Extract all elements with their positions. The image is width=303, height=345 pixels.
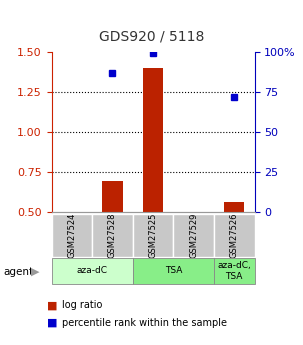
FancyBboxPatch shape bbox=[52, 258, 133, 284]
Text: GSM27524: GSM27524 bbox=[67, 213, 76, 258]
Text: GDS920 / 5118: GDS920 / 5118 bbox=[99, 29, 204, 43]
FancyBboxPatch shape bbox=[214, 258, 255, 284]
Text: aza-dC,
TSA: aza-dC, TSA bbox=[217, 261, 251, 280]
Text: TSA: TSA bbox=[165, 266, 182, 275]
FancyBboxPatch shape bbox=[133, 258, 214, 284]
Text: agent: agent bbox=[3, 267, 33, 277]
FancyBboxPatch shape bbox=[214, 214, 255, 257]
Bar bbox=[143, 68, 163, 212]
Text: ■: ■ bbox=[47, 318, 58, 327]
FancyBboxPatch shape bbox=[52, 214, 92, 257]
Text: GSM27528: GSM27528 bbox=[108, 213, 117, 258]
Text: aza-dC: aza-dC bbox=[77, 266, 108, 275]
Bar bbox=[102, 181, 123, 212]
Text: GSM27525: GSM27525 bbox=[148, 213, 158, 258]
FancyBboxPatch shape bbox=[133, 214, 173, 257]
FancyBboxPatch shape bbox=[173, 214, 214, 257]
Text: ■: ■ bbox=[47, 300, 58, 310]
Text: ▶: ▶ bbox=[31, 267, 39, 277]
Text: GSM27526: GSM27526 bbox=[230, 213, 239, 258]
Text: log ratio: log ratio bbox=[62, 300, 102, 310]
Text: GSM27529: GSM27529 bbox=[189, 213, 198, 258]
Text: percentile rank within the sample: percentile rank within the sample bbox=[62, 318, 227, 327]
Bar bbox=[224, 202, 245, 212]
FancyBboxPatch shape bbox=[92, 214, 133, 257]
